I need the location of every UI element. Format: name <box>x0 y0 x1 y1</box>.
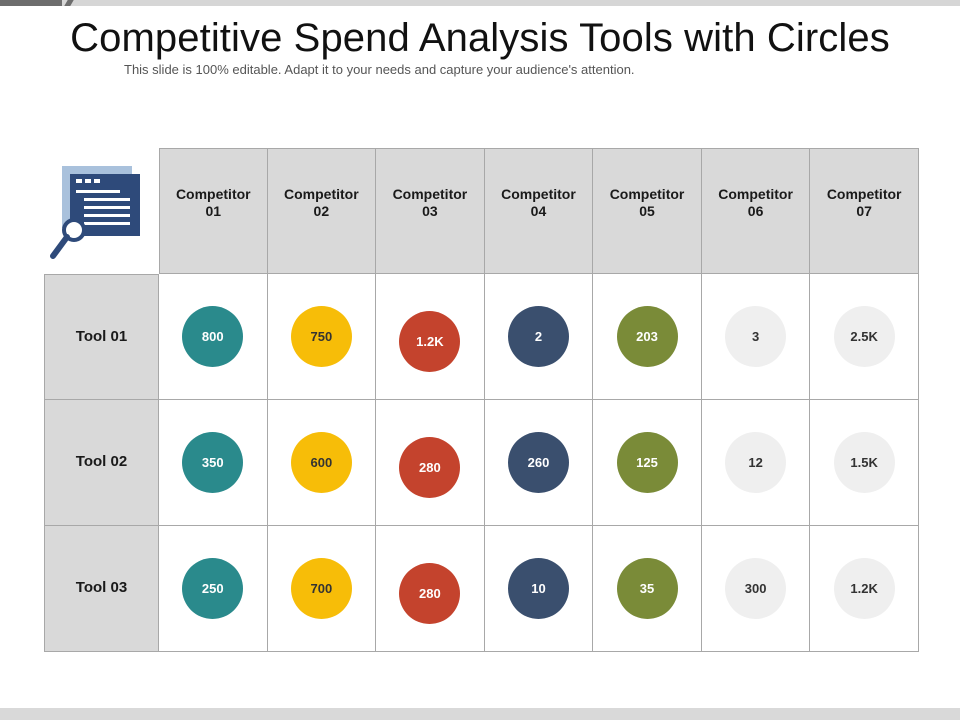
value-circle: 3 <box>725 306 787 367</box>
table-cell: 1.5K <box>810 400 919 526</box>
top-bar-accent <box>0 0 62 6</box>
row-header: Tool 03 <box>44 526 159 652</box>
column-header: Competitor 05 <box>593 148 702 274</box>
value-circle: 260 <box>507 432 569 493</box>
value-circle: 2.5K <box>833 306 895 367</box>
value-circle: 35 <box>616 558 678 619</box>
table-cell: 750 <box>267 274 377 400</box>
table-cell: 203 <box>593 274 702 400</box>
column-header: Competitor 01 <box>159 148 268 274</box>
table-cell: 280 <box>376 526 485 652</box>
slide-title: Competitive Spend Analysis Tools with Ci… <box>70 16 890 60</box>
row-header: Tool 02 <box>44 400 159 526</box>
table-cell: 280 <box>376 400 485 526</box>
slide-subtitle: This slide is 100% editable. Adapt it to… <box>124 62 635 77</box>
column-header: Competitor 03 <box>376 148 485 274</box>
value-circle: 12 <box>725 432 787 493</box>
table-corner <box>44 148 159 274</box>
table-cell: 250 <box>159 526 268 652</box>
table-cell: 350 <box>159 400 268 526</box>
top-decorative-bar <box>0 0 960 6</box>
table-cell: 800 <box>159 274 268 400</box>
top-bar-slash <box>64 0 74 6</box>
row-header: Tool 01 <box>44 274 159 400</box>
value-circle: 203 <box>616 306 678 367</box>
value-circle: 2 <box>507 306 569 367</box>
value-circle: 1.2K <box>833 558 895 619</box>
value-circle: 350 <box>182 432 244 493</box>
column-header: Competitor 04 <box>484 148 594 274</box>
value-circle: 1.2K <box>399 311 461 372</box>
column-header: Competitor 06 <box>701 148 811 274</box>
table-cell: 700 <box>267 526 377 652</box>
value-circle: 700 <box>290 558 352 619</box>
table-cell: 2.5K <box>810 274 919 400</box>
value-circle: 280 <box>399 437 461 498</box>
value-circle: 600 <box>290 432 352 493</box>
value-circle: 800 <box>182 306 244 367</box>
table-cell: 10 <box>484 526 594 652</box>
value-circle: 1.5K <box>833 432 895 493</box>
table-cell: 3 <box>701 274 811 400</box>
value-circle: 750 <box>290 306 352 367</box>
column-header: Competitor 02 <box>267 148 377 274</box>
table-cell: 260 <box>484 400 594 526</box>
value-circle: 280 <box>399 563 461 624</box>
document-search-icon <box>50 166 140 259</box>
value-circle: 300 <box>725 558 787 619</box>
value-circle: 125 <box>616 432 678 493</box>
table-cell: 1.2K <box>810 526 919 652</box>
column-header: Competitor 07 <box>810 148 919 274</box>
table-cell: 2 <box>484 274 594 400</box>
value-circle: 10 <box>507 558 569 619</box>
table-cell: 125 <box>593 400 702 526</box>
table-cell: 12 <box>701 400 811 526</box>
table-cell: 600 <box>267 400 377 526</box>
value-circle: 250 <box>182 558 244 619</box>
spend-table: Competitor 01 Competitor 02 Competitor 03 C… <box>44 148 919 652</box>
table-cell: 1.2K <box>376 274 485 400</box>
table-cell: 300 <box>701 526 811 652</box>
table-cell: 35 <box>593 526 702 652</box>
bottom-decorative-bar <box>0 708 960 720</box>
